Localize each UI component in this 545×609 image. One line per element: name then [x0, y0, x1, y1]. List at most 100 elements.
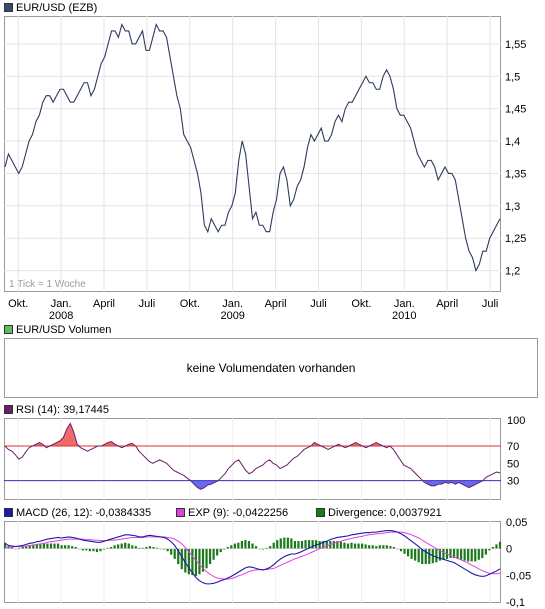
price-y-tick-label: 1,25 [505, 233, 526, 245]
divergence-bar [28, 545, 31, 549]
rsi-y-tick-label: 70 [507, 441, 519, 453]
divergence-bar [145, 546, 148, 549]
divergence-bar [233, 543, 236, 549]
divergence-bar [35, 544, 38, 549]
rsi-legend-swatch [4, 405, 13, 414]
divergence-bar [491, 546, 495, 549]
divergence-bar [364, 544, 367, 549]
divergence-bar [131, 545, 134, 549]
price-legend-label: EUR/USD (EZB) [16, 2, 98, 14]
divergence-bar [307, 540, 311, 549]
divergence-bar [18, 547, 21, 549]
macd-legend-label: MACD (26, 12): -0,0384335 [16, 507, 152, 519]
macd-series-line [4, 529, 501, 585]
divergence-bar [240, 540, 243, 549]
price-y-tick-label: 1,2 [505, 266, 520, 278]
price-y-tick-label: 1,5 [505, 71, 520, 83]
divergence-bar [71, 546, 74, 549]
price-legend: EUR/USD (EZB) [4, 1, 97, 15]
rsi-overbought-fill [32, 442, 47, 446]
divergence-bar [495, 544, 498, 549]
rsi-overbought-fill [49, 423, 81, 446]
price-x-tick-label: April [93, 298, 115, 310]
div-legend-item: Divergence: 0,0037921 [316, 506, 442, 520]
divergence-bar [403, 548, 406, 554]
divergence-bar [474, 548, 477, 562]
divergence-swatch [316, 508, 325, 517]
divergence-bar [350, 542, 353, 549]
divergence-bar [452, 548, 456, 559]
divergence-bar [117, 544, 120, 549]
divergence-bar [92, 548, 95, 552]
divergence-bar [134, 546, 137, 549]
divergence-bar [42, 543, 45, 549]
divergence-bar [346, 543, 350, 549]
divergence-bar [127, 543, 130, 549]
price-x-tick-label: Okt. [351, 298, 371, 310]
volume-legend-swatch [4, 325, 13, 334]
divergence-bar [325, 540, 328, 549]
rsi-overbought-fill [348, 442, 366, 446]
divergence-bar [64, 545, 67, 549]
rsi-panel [4, 418, 501, 500]
divergence-bar [276, 540, 279, 549]
divergence-bar [484, 548, 487, 555]
rsi-series-line [4, 422, 501, 490]
price-x-tick-label: Jan. [394, 298, 415, 310]
divergence-bar [488, 548, 491, 551]
divergence-bar [269, 546, 272, 549]
divergence-bar [226, 546, 229, 549]
price-x-tick-label: Jan. [51, 298, 72, 310]
divergence-bar [254, 546, 258, 549]
divergence-bar [201, 548, 205, 572]
divergence-bar [311, 540, 314, 549]
tick-note: 1 Tick = 1 Woche [9, 279, 86, 290]
price-x-tick-label: Juli [139, 298, 156, 310]
divergence-bar [449, 548, 452, 559]
divergence-bar [223, 548, 226, 550]
macd-y-tick-label: -0,1 [506, 597, 525, 609]
rsi-legend-label: RSI (14): 39,17445 [16, 404, 109, 416]
volume-panel: keine Volumendaten vorhanden [4, 338, 538, 398]
macd-y-tick-label: 0 [506, 544, 512, 556]
price-x-tick-label: April [436, 298, 458, 310]
price-x-tick-label: Jan. [222, 298, 243, 310]
macd-legend: MACD (26, 12): -0,0384335 EXP (9): -0,04… [4, 506, 442, 520]
divergence-bar [467, 548, 470, 562]
divergence-bar [49, 543, 53, 549]
price-y-tick-label: 1,3 [505, 201, 520, 213]
divergence-bar [424, 548, 427, 565]
divergence-bar [247, 540, 251, 549]
divergence-bar [148, 546, 152, 549]
price-x-year-label: 2009 [220, 310, 244, 322]
macd-legend-item: MACD (26, 12): -0,0384335 [4, 506, 151, 520]
divergence-bar [67, 545, 70, 549]
price-x-tick-label: Okt. [8, 298, 28, 310]
divergence-bar [442, 548, 445, 560]
divergence-bar [46, 543, 49, 549]
rsi-y-tick-label: 100 [507, 415, 525, 427]
divergence-bar [170, 548, 173, 555]
divergence-bar [456, 548, 459, 559]
divergence-bar [375, 546, 378, 549]
divergence-bar [304, 540, 307, 549]
no-volume-message: keine Volumendaten vorhanden [186, 361, 356, 375]
divergence-bar [265, 547, 268, 549]
divergence-bar [322, 540, 325, 549]
divergence-bar [357, 543, 360, 549]
price-y-tick-label: 1,4 [505, 136, 520, 148]
macd-swatch [4, 508, 13, 517]
divergence-bar [184, 548, 187, 573]
divergence-bar [191, 548, 194, 576]
divergence-bar [339, 541, 342, 549]
rsi-legend: RSI (14): 39,17445 [4, 403, 109, 417]
divergence-bar [481, 548, 484, 559]
divergence-bar [180, 548, 183, 570]
divergence-bar [283, 537, 286, 549]
volume-legend: EUR/USD Volumen [4, 323, 111, 337]
divergence-bar [155, 547, 159, 549]
divergence-bar [410, 548, 413, 559]
divergence-bar [332, 540, 335, 549]
price-panel: 1 Tick = 1 Woche [4, 16, 501, 292]
